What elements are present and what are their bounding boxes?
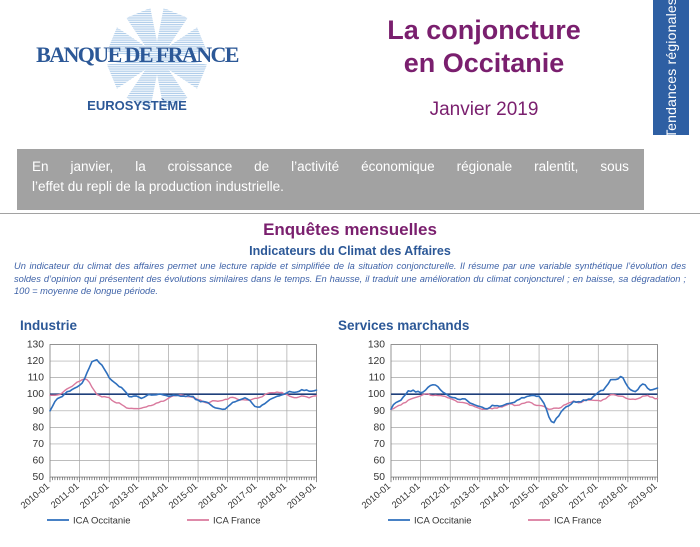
- svg-text:100: 100: [27, 389, 44, 400]
- svg-text:2011-01: 2011-01: [49, 481, 81, 510]
- svg-text:50: 50: [33, 472, 45, 483]
- svg-text:2011-01: 2011-01: [390, 481, 422, 510]
- svg-text:2015-01: 2015-01: [167, 481, 200, 511]
- svg-text:80: 80: [374, 422, 386, 433]
- svg-text:ICA Occitanie: ICA Occitanie: [73, 515, 131, 526]
- svg-text:90: 90: [33, 406, 45, 417]
- svg-text:60: 60: [33, 456, 45, 467]
- svg-text:2018-01: 2018-01: [597, 481, 630, 511]
- svg-text:80: 80: [33, 422, 45, 433]
- svg-text:2016-01: 2016-01: [196, 481, 229, 511]
- svg-text:50: 50: [374, 472, 386, 483]
- svg-text:2019-01: 2019-01: [285, 481, 318, 511]
- svg-text:120: 120: [368, 356, 385, 367]
- svg-text:70: 70: [33, 439, 45, 450]
- svg-text:2010-01: 2010-01: [19, 481, 52, 511]
- svg-text:130: 130: [27, 340, 44, 351]
- svg-text:2018-01: 2018-01: [256, 481, 289, 511]
- svg-text:60: 60: [374, 456, 386, 467]
- svg-text:2014-01: 2014-01: [478, 481, 511, 511]
- svg-text:2016-01: 2016-01: [537, 481, 570, 511]
- svg-text:100: 100: [368, 389, 385, 400]
- svg-text:90: 90: [374, 406, 386, 417]
- svg-text:2013-01: 2013-01: [449, 481, 482, 511]
- svg-text:120: 120: [27, 356, 44, 367]
- svg-text:ICA France: ICA France: [554, 515, 602, 526]
- svg-text:2014-01: 2014-01: [137, 481, 170, 511]
- svg-text:2017-01: 2017-01: [226, 481, 259, 511]
- svg-text:110: 110: [369, 373, 386, 384]
- svg-text:2019-01: 2019-01: [626, 481, 659, 511]
- svg-text:ICA France: ICA France: [213, 515, 261, 526]
- svg-text:2015-01: 2015-01: [508, 481, 541, 511]
- svg-text:2017-01: 2017-01: [567, 481, 600, 511]
- svg-text:2012-01: 2012-01: [419, 481, 452, 511]
- svg-text:ICA Occitanie: ICA Occitanie: [414, 515, 472, 526]
- svg-text:130: 130: [368, 340, 385, 351]
- svg-text:2013-01: 2013-01: [108, 481, 141, 511]
- svg-text:110: 110: [28, 373, 45, 384]
- svg-text:70: 70: [374, 439, 386, 450]
- svg-text:2010-01: 2010-01: [360, 481, 393, 511]
- svg-text:2012-01: 2012-01: [78, 481, 111, 511]
